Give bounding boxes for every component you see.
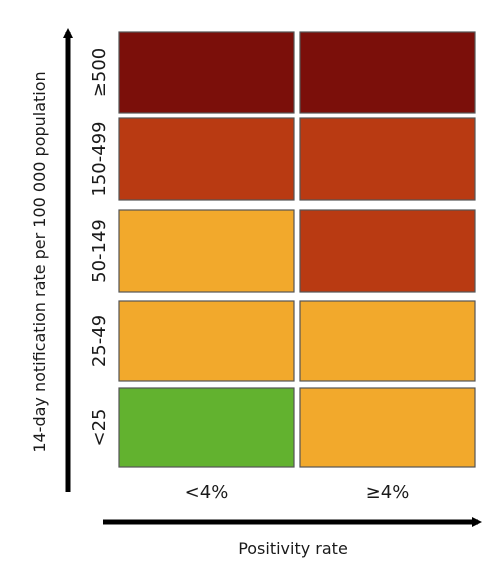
heatmap-cell-2-2	[299, 300, 476, 382]
heatmap-cell-4-2	[299, 117, 476, 201]
x-axis-title: Positivity rate	[238, 539, 348, 558]
heatmap-cells	[118, 31, 476, 468]
y-tick-label: 150-499	[89, 121, 110, 196]
x-tick-label: ≥4%	[366, 482, 410, 503]
heatmap-cell-3-2	[299, 209, 476, 293]
heatmap-cell-1-1	[118, 387, 295, 468]
y-axis-title: 14-day notification rate per 100 000 pop…	[30, 71, 49, 452]
heatmap-cell-5-1	[118, 31, 295, 114]
x-tick-labels: <4% ≥4%	[185, 482, 410, 503]
x-tick-label: <4%	[185, 482, 229, 503]
y-tick-labels: <25 25-49 50-149 150-499 ≥500	[89, 48, 110, 447]
y-tick-label: ≥500	[89, 48, 110, 97]
heatmap-cell-4-1	[118, 117, 295, 201]
heatmap-cell-2-1	[118, 300, 295, 382]
y-tick-label: 25-49	[89, 315, 110, 367]
y-tick-label: <25	[89, 409, 110, 447]
heatmap-cell-5-2	[299, 31, 476, 114]
heatmap-cell-3-1	[118, 209, 295, 293]
heatmap-cell-1-2	[299, 387, 476, 468]
y-tick-label: 50-149	[89, 219, 110, 283]
